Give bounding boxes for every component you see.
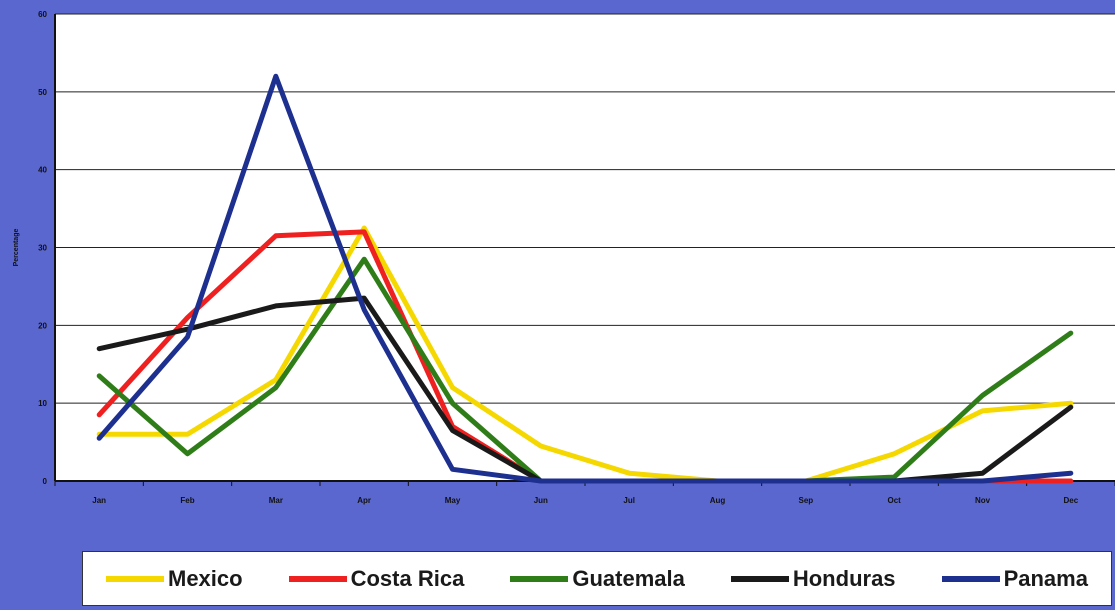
- legend-item-panama: Panama: [941, 565, 1088, 592]
- legend-swatch: [730, 575, 789, 582]
- legend-item-guatemala: Guatemala: [510, 566, 685, 592]
- legend-label: Mexico: [168, 565, 243, 591]
- x-tick-label: Aug: [710, 496, 726, 505]
- x-tick-label: Apr: [357, 496, 371, 505]
- x-tick-label: Sep: [798, 496, 813, 505]
- y-tick-label: 20: [38, 321, 47, 330]
- series-line-mexico: [96, 225, 1074, 484]
- x-tick-label: Mar: [269, 496, 283, 505]
- x-tick-label: Oct: [887, 496, 901, 505]
- legend-label: Guatemala: [572, 565, 685, 591]
- series-line-panama: [96, 73, 1074, 484]
- legend-swatch: [106, 575, 164, 582]
- legend-item-mexico: Mexico: [106, 566, 243, 592]
- y-axis-label: Percentage: [13, 229, 20, 267]
- legend-swatch: [288, 575, 347, 582]
- x-tick-label: May: [445, 496, 461, 505]
- legend-swatch: [941, 575, 1000, 582]
- legend-label: Costa Rica: [350, 565, 465, 591]
- y-tick-label: 50: [38, 88, 47, 97]
- x-tick-label: Jun: [534, 496, 548, 505]
- x-tick-label: Dec: [1063, 496, 1078, 505]
- y-tick-label: 40: [38, 166, 47, 175]
- x-tick-label: Jan: [92, 496, 106, 505]
- x-tick-label: Feb: [180, 496, 194, 505]
- y-tick-label: 10: [38, 399, 47, 408]
- legend-item-honduras: Honduras: [730, 565, 896, 592]
- y-tick-label: 30: [38, 244, 47, 253]
- y-tick-label: 0: [43, 477, 48, 486]
- legend-swatch: [510, 575, 569, 582]
- legend-label: Panama: [1003, 565, 1088, 591]
- y-tick-label: 60: [38, 10, 47, 19]
- legend-label: Honduras: [792, 565, 896, 591]
- x-tick-label: Jul: [623, 496, 635, 505]
- line-chart-plot: 0 10 20 30 40 50 60 Jan Feb Mar Apr May Jun Jul Aug Sep…: [13, 10, 1115, 505]
- x-tick-label: Nov: [975, 496, 991, 505]
- chart-legend: Mexico Costa Rica Guatemala Honduras Panama: [82, 551, 1112, 606]
- legend-item-costa-rica: Costa Rica: [288, 565, 465, 592]
